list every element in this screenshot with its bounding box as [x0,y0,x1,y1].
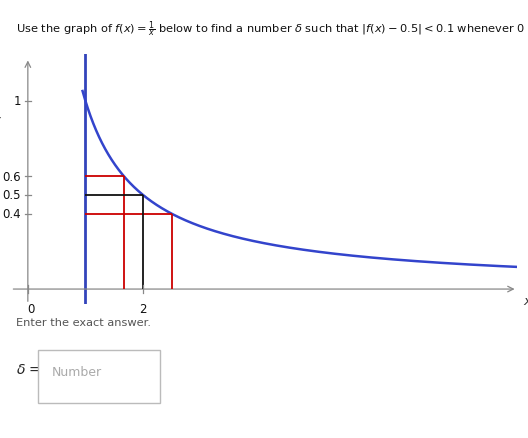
Text: 1: 1 [13,95,21,108]
Text: Use the graph of $f(x) = \frac{1}{x}$ below to find a number $\delta$ such that : Use the graph of $f(x) = \frac{1}{x}$ be… [16,19,528,39]
Text: 2: 2 [139,303,147,315]
Text: $\delta$ =: $\delta$ = [16,362,41,376]
Text: Number: Number [52,365,102,378]
Text: Enter the exact answer.: Enter the exact answer. [16,317,150,327]
Text: 0: 0 [27,303,34,315]
Text: 0.6: 0.6 [2,170,21,183]
FancyBboxPatch shape [39,350,160,403]
Text: 0.4: 0.4 [2,208,21,221]
Text: x: x [523,294,528,307]
Text: 0.5: 0.5 [3,189,21,202]
